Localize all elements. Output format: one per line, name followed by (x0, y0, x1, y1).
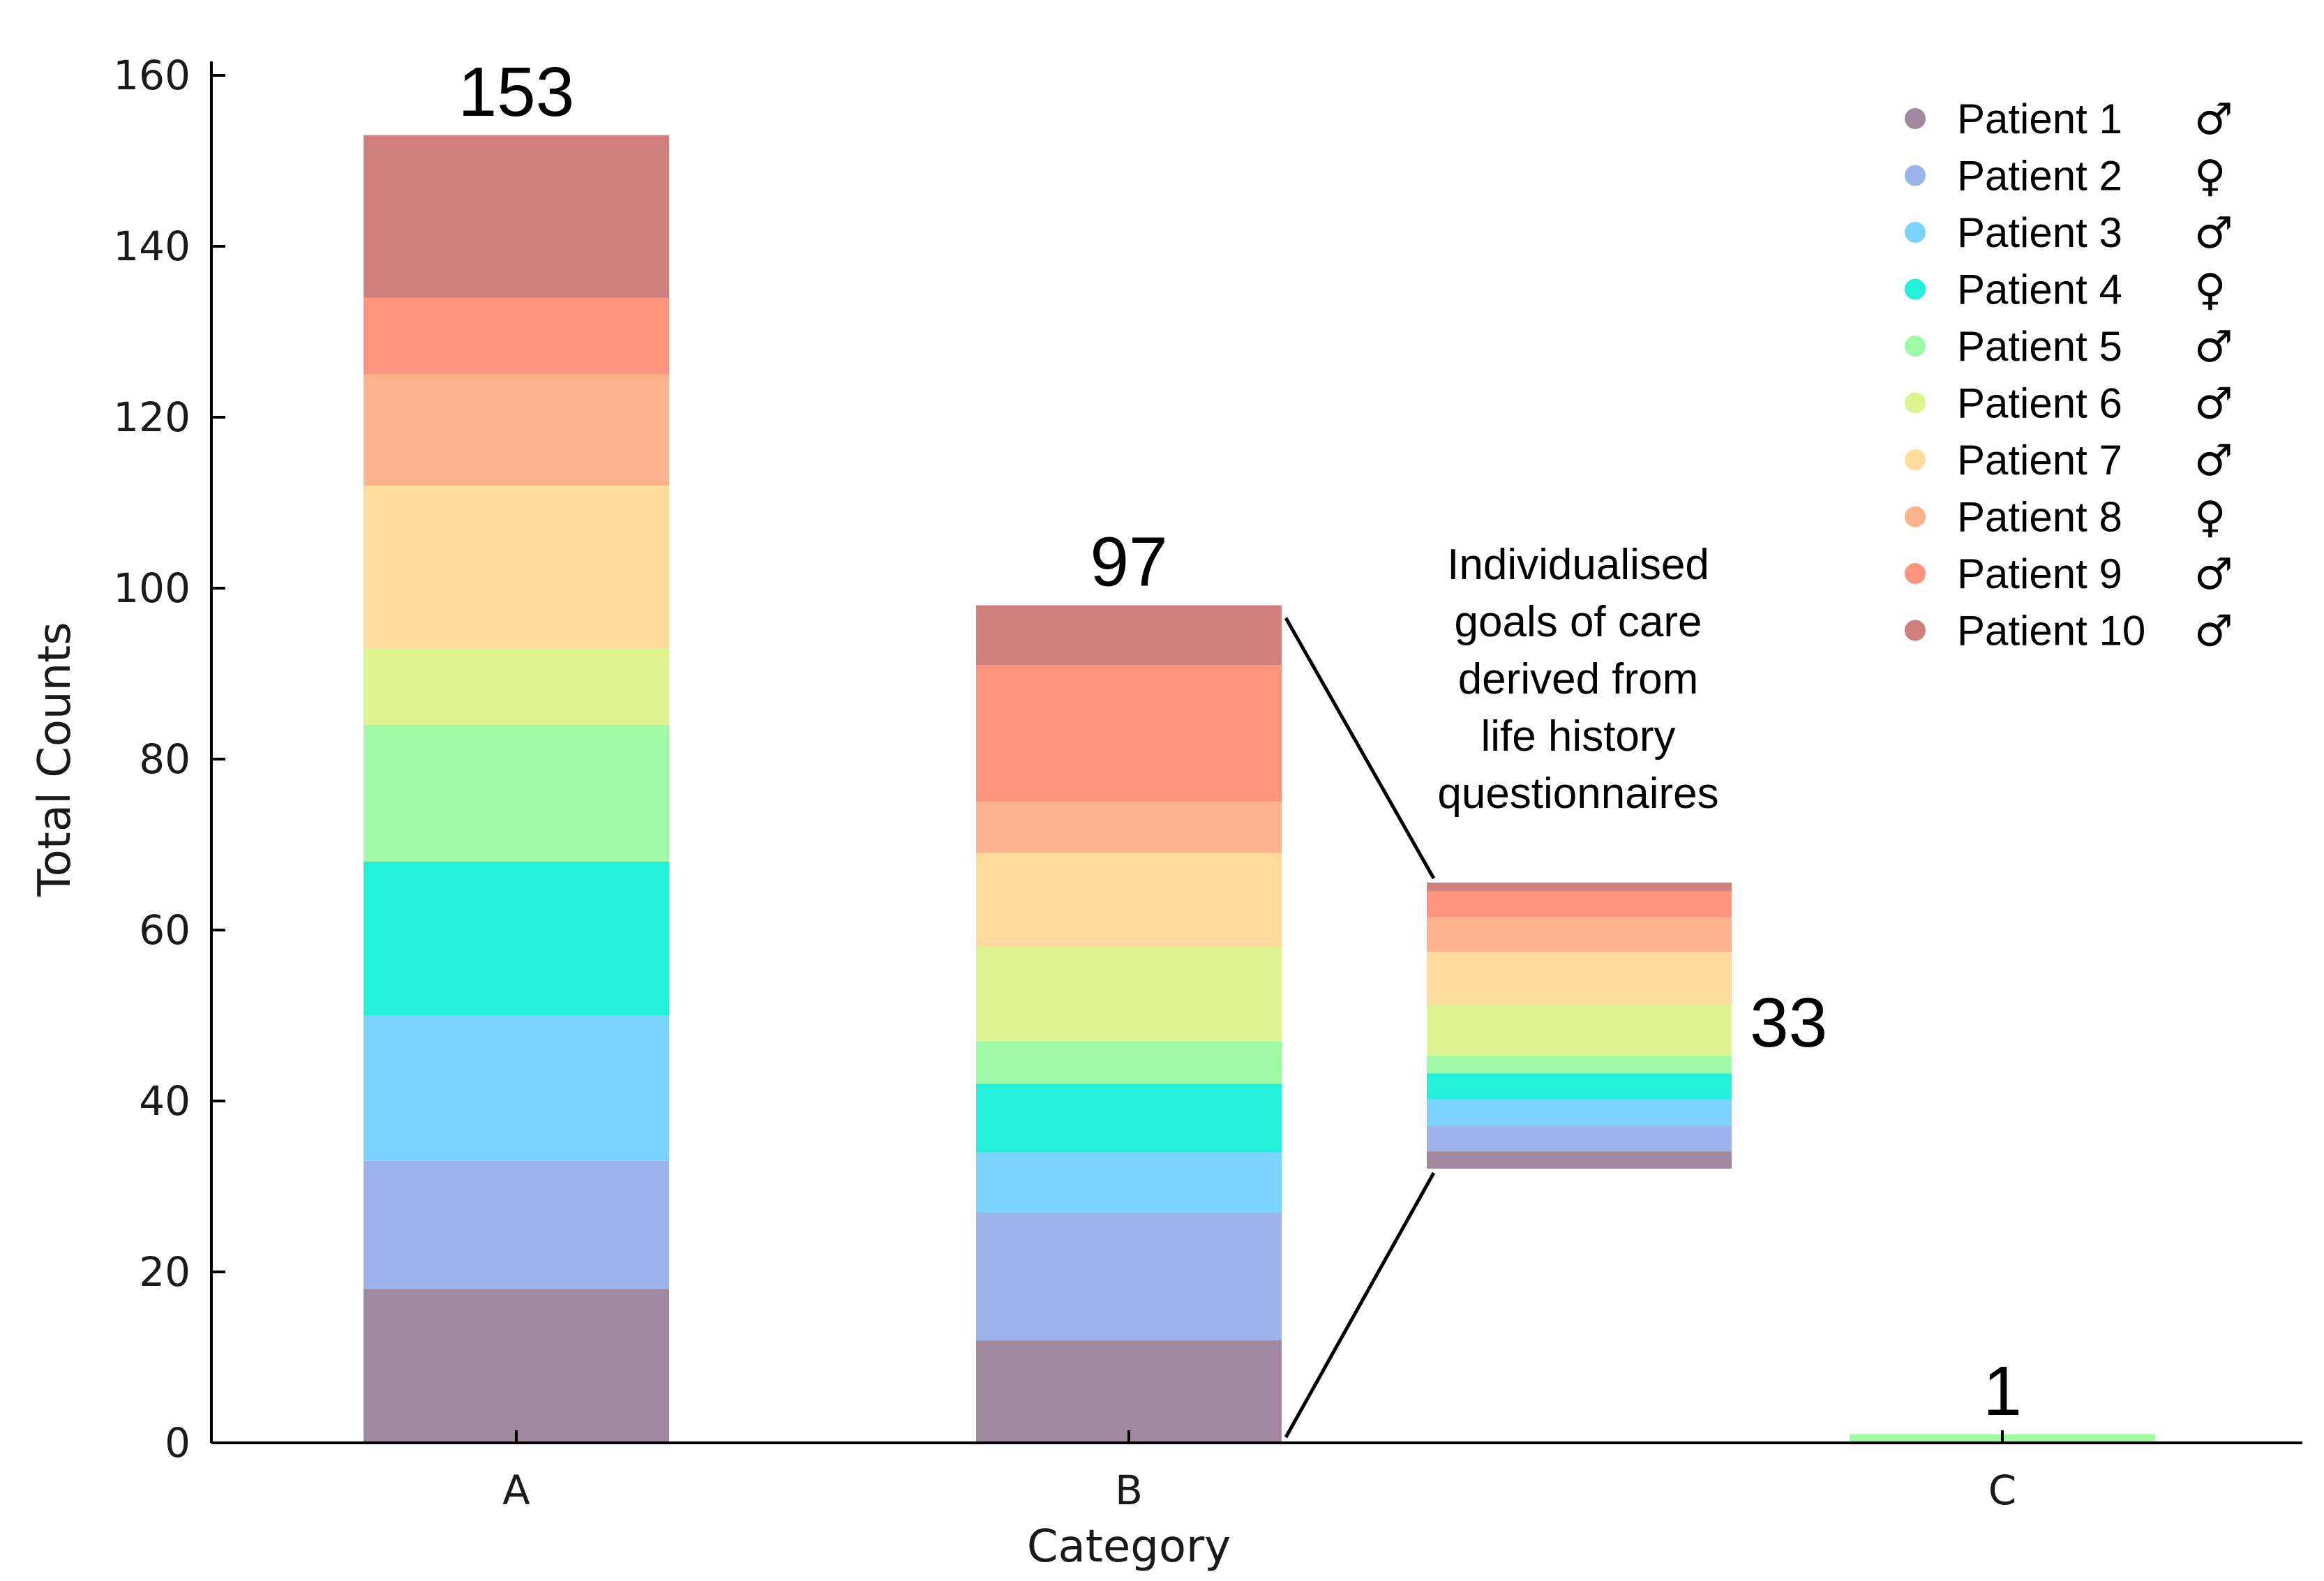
bar-segment-a-patient-6 (363, 647, 669, 725)
legend-label-patient-5: Patient 5 (1957, 323, 2122, 370)
legend-sex-symbol-patient-8: ♀ (2194, 492, 2226, 543)
legend-label-patient-3: Patient 3 (1957, 209, 2122, 256)
legend-label-patient-1: Patient 1 (1957, 96, 2122, 142)
bars-layer (363, 135, 2155, 1443)
inset-annotation-line: goals of care (1455, 598, 1702, 646)
legend-label-patient-2: Patient 2 (1957, 153, 2122, 200)
y-tick-label: 0 (165, 1419, 190, 1467)
legend-marker-patient-5 (1905, 336, 1926, 357)
legend-label-patient-8: Patient 8 (1957, 494, 2122, 541)
legend-label-patient-7: Patient 7 (1957, 437, 2122, 484)
bar-segment-a-patient-1 (363, 1289, 669, 1443)
legend-marker-patient-6 (1905, 392, 1926, 414)
inset-segment-patient-5 (1427, 1056, 1732, 1074)
bar-segment-b-patient-2 (976, 1212, 1282, 1340)
y-tick-label: 20 (139, 1248, 190, 1296)
legend: Patient 1 ♂ Patient 2 ♀ Patient 3 ♂ Patient 4 ♀… (1905, 93, 2233, 657)
total-label-b: 97 (1090, 523, 1167, 601)
legend-sex-symbol-patient-9: ♂ (2194, 548, 2233, 599)
inset-segment-patient-9 (1427, 891, 1732, 917)
bar-segment-b-patient-3 (976, 1152, 1282, 1213)
legend-marker-patient-7 (1905, 449, 1926, 470)
y-tick-label: 60 (139, 906, 190, 954)
legend-marker-patient-1 (1905, 108, 1926, 129)
legend-sex-symbol-patient-2: ♀ (2194, 151, 2226, 202)
legend-sex-symbol-patient-1: ♂ (2194, 93, 2233, 144)
y-tick-label: 80 (139, 735, 190, 783)
legend-sex-symbol-patient-5: ♂ (2194, 321, 2233, 372)
total-label-a: 153 (458, 53, 575, 131)
legend-label-patient-9: Patient 9 (1957, 550, 2122, 597)
x-tick-label-b: B (1115, 1467, 1143, 1514)
inset-annotation-line: life history (1480, 712, 1675, 760)
legend-label-patient-6: Patient 6 (1957, 380, 2122, 427)
y-tick-label: 160 (113, 52, 190, 99)
legend-sex-symbol-patient-10: ♂ (2194, 606, 2233, 657)
legend-marker-patient-4 (1905, 278, 1926, 300)
inset-segment-patient-8 (1427, 917, 1732, 952)
bar-segment-a-patient-5 (363, 725, 669, 862)
labels: 153 97 1 (458, 53, 2022, 1430)
y-tick-label: 120 (113, 394, 190, 441)
legend-sex-symbol-patient-3: ♂ (2194, 207, 2233, 258)
bar-segment-b-patient-7 (976, 853, 1282, 947)
bar-segment-a-patient-8 (363, 374, 669, 486)
total-label-c: 1 (1983, 1352, 2022, 1430)
bar-segment-a-patient-9 (363, 297, 669, 375)
legend-marker-patient-10 (1905, 620, 1926, 641)
inset-segment-patient-6 (1427, 1003, 1732, 1056)
bar-segment-a-patient-4 (363, 862, 669, 1016)
bar-segment-b-patient-10 (976, 605, 1282, 666)
legend-sex-symbol-patient-7: ♂ (2194, 435, 2233, 486)
bar-segment-b-patient-6 (976, 947, 1282, 1042)
bar-segment-a-patient-3 (363, 1015, 669, 1161)
bar-segment-a-patient-2 (363, 1160, 669, 1289)
legend-marker-patient-2 (1905, 165, 1926, 186)
x-tick-label-c: C (1988, 1467, 2017, 1514)
inset-annotation-line: questionnaires (1437, 770, 1718, 818)
inset-segment-patient-10 (1427, 883, 1732, 892)
bar-segment-b-patient-9 (976, 665, 1282, 802)
legend-sex-symbol-patient-4: ♀ (2194, 264, 2226, 315)
bar-segment-b-patient-8 (976, 802, 1282, 853)
y-tick-label: 40 (139, 1077, 190, 1125)
inset-annotation-line: derived from (1458, 655, 1699, 703)
bar-segment-b-patient-5 (976, 1041, 1282, 1084)
bar-segment-b-patient-1 (976, 1340, 1282, 1443)
inset-segment-patient-3 (1427, 1099, 1732, 1125)
x-tick-label-a: A (502, 1467, 530, 1514)
legend-marker-patient-8 (1905, 506, 1926, 527)
inset-total-label: 33 (1750, 984, 1827, 1062)
inset-segment-patient-2 (1427, 1125, 1732, 1152)
legend-label-patient-10: Patient 10 (1957, 608, 2145, 654)
bar-segment-a-patient-7 (363, 486, 669, 648)
legend-marker-patient-3 (1905, 222, 1926, 243)
x-axis-title: Category (1027, 1521, 1231, 1573)
connector-line-bottom (1284, 1171, 1436, 1439)
legend-label-patient-4: Patient 4 (1957, 267, 2122, 313)
y-axis-title: Total Counts (29, 622, 81, 897)
inset-annotation-line: Individualised (1447, 541, 1709, 589)
bar-segment-a-patient-10 (363, 135, 669, 298)
y-tick-label: 140 (113, 223, 190, 270)
bar-segment-b-patient-4 (976, 1084, 1282, 1153)
connector-line-top (1284, 617, 1436, 880)
legend-sex-symbol-patient-6: ♂ (2194, 378, 2233, 429)
inset-segment-patient-1 (1427, 1151, 1732, 1169)
inset-breakdown: 33 Individualised goals of care derived fro… (1284, 541, 1827, 1439)
axes: 0 20 40 60 80 100 120 140 160 A B C Category Total Co… (29, 52, 2302, 1573)
inset-segment-patient-7 (1427, 952, 1732, 1004)
inset-segment-patient-4 (1427, 1073, 1732, 1100)
legend-marker-patient-9 (1905, 563, 1926, 584)
y-tick-label: 100 (113, 564, 190, 612)
